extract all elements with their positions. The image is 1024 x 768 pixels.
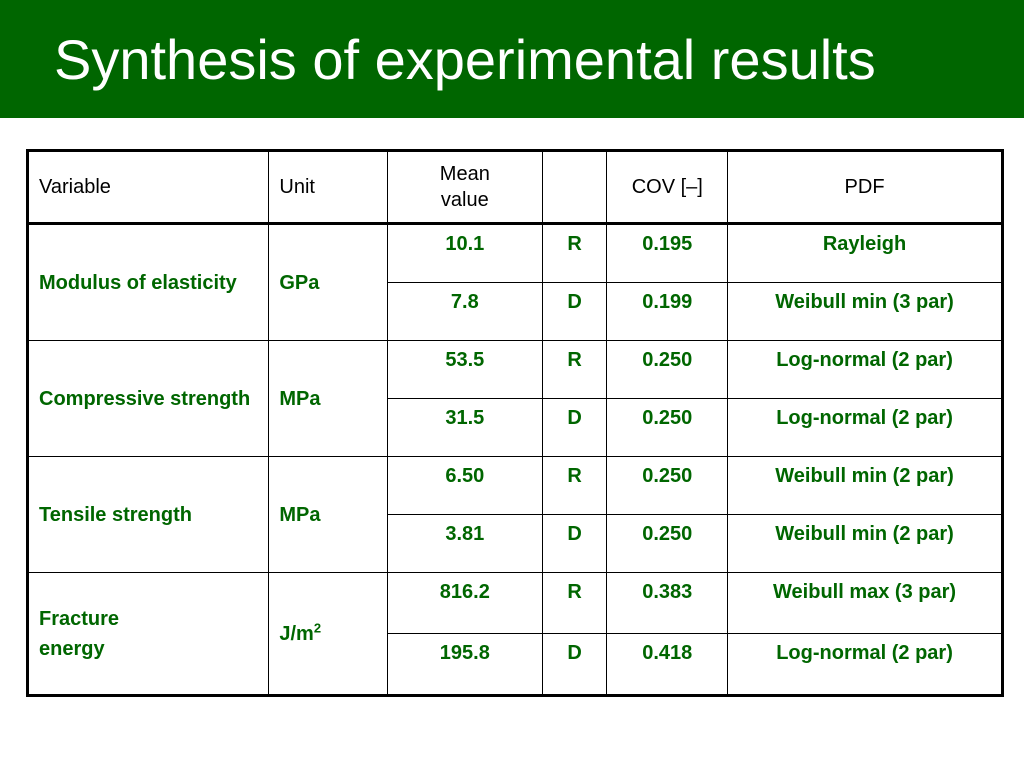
table-row: Compressive strength MPa 53.5 R 0.250 Lo… <box>26 340 1003 457</box>
variable-cell: Modulus of elasticity <box>26 223 270 341</box>
cov-cell: 0.250 <box>606 456 729 515</box>
table-row: 31.5 D 0.250 Log-normal (2 par) <box>28 398 1003 457</box>
type-cell: D <box>541 282 608 341</box>
variable-cell: Fracture energy <box>26 572 270 696</box>
header-mean-value: Mean value <box>387 150 543 225</box>
mean-cell: 10.1 <box>387 223 543 283</box>
unit-cell: MPa <box>268 340 388 457</box>
pdf-cell: Log-normal (2 par) <box>727 398 1003 457</box>
type-cell: R <box>541 456 608 515</box>
type-cell: D <box>541 398 608 457</box>
header-row: Variable Unit Mean value COV [–] PDF <box>26 150 1003 225</box>
table-row: Fracture energy J/m2 816.2 R 0.383 Weibu… <box>26 572 1003 696</box>
type-cell: R <box>541 340 608 399</box>
mean-cell: 31.5 <box>387 398 543 457</box>
cov-cell: 0.199 <box>606 282 729 341</box>
variable-cell: Tensile strength <box>26 456 270 573</box>
pdf-cell: Weibull min (2 par) <box>727 456 1003 515</box>
mean-cell: 53.5 <box>387 340 543 399</box>
title-bar: Synthesis of experimental results <box>0 0 1024 118</box>
cov-cell: 0.250 <box>606 340 729 399</box>
header-mean-value-text: Mean value <box>439 163 490 211</box>
unit-cell: J/m2 <box>268 572 388 696</box>
table-row: Tensile strength MPa 6.50 R 0.250 Weibul… <box>26 456 1003 573</box>
type-cell: R <box>541 572 608 634</box>
unit-base: J/m <box>279 622 314 645</box>
pdf-cell: Weibull min (3 par) <box>727 282 1003 341</box>
header-unit: Unit <box>268 150 388 225</box>
mean-cell: 816.2 <box>387 572 543 634</box>
cov-cell: 0.250 <box>606 514 729 573</box>
slide-title: Synthesis of experimental results <box>54 28 876 91</box>
variable-cell: Compressive strength <box>26 340 270 457</box>
pdf-cell: Rayleigh <box>727 223 1003 283</box>
variable-text: Fracture energy <box>39 607 120 660</box>
table-row: Modulus of elasticity GPa 10.1 R 0.195 R… <box>26 223 1003 341</box>
pdf-cell: Weibull min (2 par) <box>727 514 1003 573</box>
header-blank <box>541 150 608 225</box>
table-row: 195.8 D 0.418 Log-normal (2 par) <box>28 633 1003 696</box>
unit-cell: MPa <box>268 456 388 573</box>
header-variable: Variable <box>26 150 270 225</box>
cov-cell: 0.383 <box>606 572 729 634</box>
table-row: 7.8 D 0.199 Weibull min (3 par) <box>28 282 1003 341</box>
header-pdf: PDF <box>727 150 1003 225</box>
type-cell: D <box>541 514 608 573</box>
cov-cell: 0.195 <box>606 223 729 283</box>
mean-cell: 7.8 <box>387 282 543 341</box>
type-cell: R <box>541 223 608 283</box>
pdf-cell: Log-normal (2 par) <box>727 340 1003 399</box>
unit-cell: GPa <box>268 223 388 341</box>
cov-cell: 0.250 <box>606 398 729 457</box>
table-row: 3.81 D 0.250 Weibull min (2 par) <box>28 514 1003 573</box>
pdf-cell: Log-normal (2 par) <box>727 633 1003 696</box>
header-cov: COV [–] <box>606 150 729 225</box>
mean-cell: 3.81 <box>387 514 543 573</box>
unit-superscript: 2 <box>313 619 322 635</box>
mean-cell: 6.50 <box>387 456 543 515</box>
cov-cell: 0.418 <box>606 633 729 696</box>
pdf-cell: Weibull max (3 par) <box>727 572 1003 634</box>
type-cell: D <box>541 633 608 696</box>
mean-cell: 195.8 <box>387 633 543 696</box>
results-table: Variable Unit Mean value COV [–] PDF Mod… <box>26 149 1004 697</box>
